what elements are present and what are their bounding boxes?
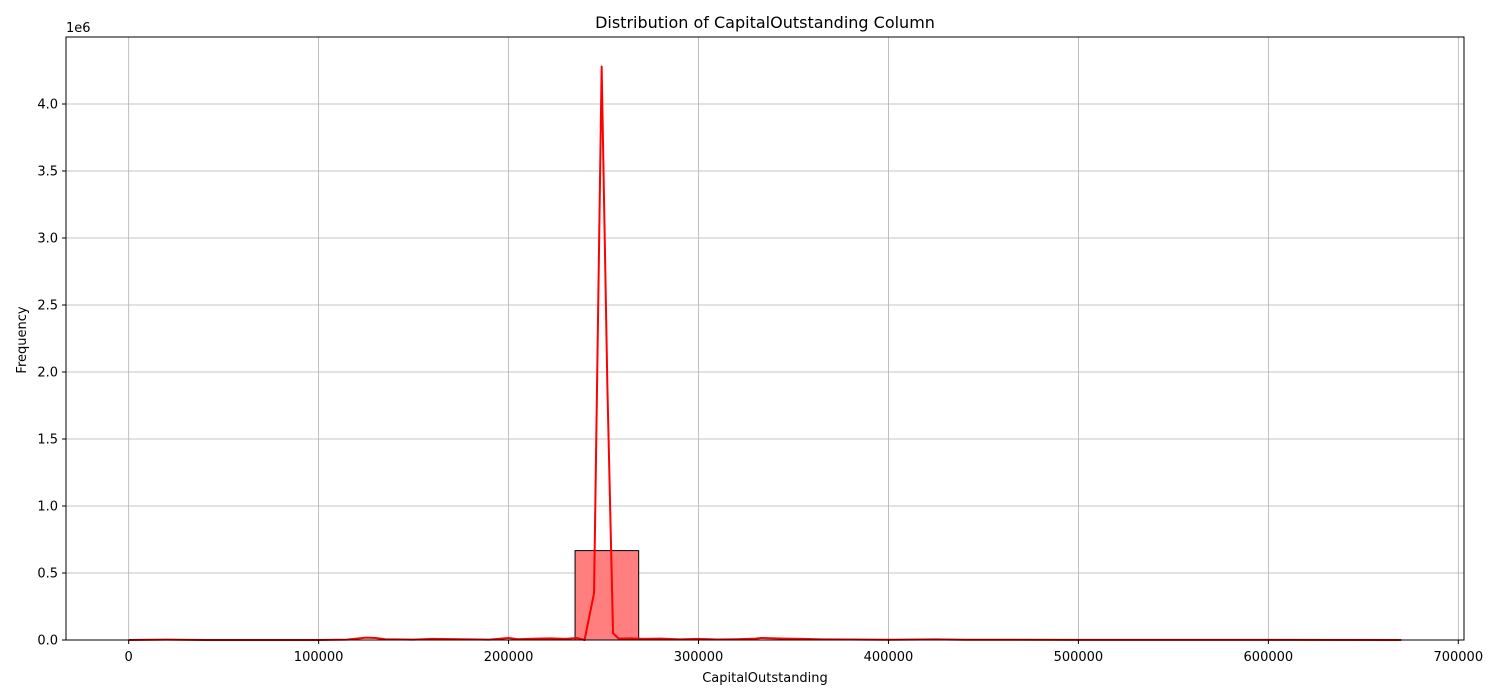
x-tick-label: 200000 bbox=[484, 650, 534, 665]
kde-curve bbox=[128, 65, 1402, 641]
histogram-bars bbox=[574, 550, 640, 641]
x-axis-label: CapitalOutstanding bbox=[702, 671, 828, 686]
y-tick-label: 0.0 bbox=[37, 634, 58, 649]
kde-curve-group bbox=[128, 65, 1402, 641]
y-tick-label: 2.0 bbox=[37, 366, 58, 381]
y-tick-label: 4.0 bbox=[37, 98, 58, 113]
y-tick-label: 3.5 bbox=[37, 165, 58, 180]
x-tick-label: 500000 bbox=[1054, 650, 1104, 665]
y-tick-label: 0.5 bbox=[37, 567, 58, 582]
y-tick-label: 1.0 bbox=[37, 500, 58, 515]
x-tick-label: 700000 bbox=[1433, 650, 1483, 665]
y-tick-label: 1.5 bbox=[37, 433, 58, 448]
x-tick-label: 400000 bbox=[864, 650, 914, 665]
x-tick-label: 100000 bbox=[294, 650, 344, 665]
y-axis-label: Frequency bbox=[15, 306, 30, 373]
plot-area-frame bbox=[65, 36, 1465, 641]
histogram-bar bbox=[574, 550, 640, 641]
x-tick-label: 600000 bbox=[1244, 650, 1294, 665]
y-tick-label: 2.5 bbox=[37, 299, 58, 314]
axis-ticks: 0 100000 200000 300000 400000 500000 600000 700… bbox=[37, 98, 1483, 666]
x-tick-label: 0 bbox=[125, 650, 133, 665]
chart-title: Distribution of CapitalOutstanding Colum… bbox=[595, 13, 935, 32]
grid-lines bbox=[66, 37, 1464, 641]
y-tick-label: 3.0 bbox=[37, 232, 58, 247]
x-tick-label: 300000 bbox=[674, 650, 724, 665]
y-axis-offset-label: 1e6 bbox=[66, 21, 91, 36]
